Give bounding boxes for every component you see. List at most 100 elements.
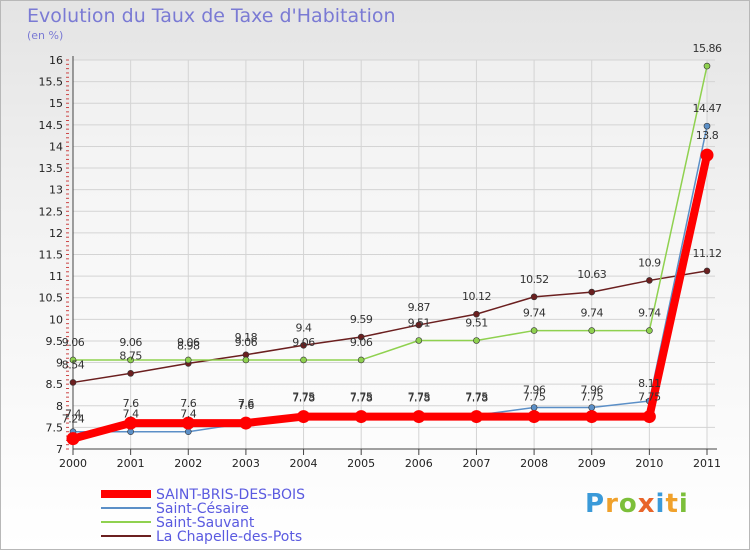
data-point bbox=[469, 410, 483, 424]
data-label: 10.63 bbox=[577, 268, 606, 281]
data-point bbox=[585, 410, 599, 424]
y-tick-label: 11 bbox=[49, 270, 63, 283]
data-label: 9.51 bbox=[465, 317, 488, 330]
data-label: 7.6 bbox=[123, 397, 139, 410]
x-tick-label: 2001 bbox=[117, 457, 145, 470]
data-point bbox=[530, 404, 538, 411]
data-point bbox=[588, 288, 596, 296]
y-tick-label: 8 bbox=[56, 400, 63, 413]
data-label: 7.75 bbox=[350, 391, 373, 404]
data-point bbox=[357, 356, 365, 364]
series-line-2 bbox=[72, 65, 708, 361]
legend-label: Saint-Césaire bbox=[156, 501, 249, 517]
data-label: 9.74 bbox=[580, 307, 603, 320]
data-point bbox=[127, 356, 134, 364]
legend-label: Saint-Sauvant bbox=[156, 515, 255, 531]
data-point bbox=[127, 428, 134, 436]
data-point bbox=[184, 428, 192, 436]
data-label: 7.96 bbox=[523, 384, 546, 397]
x-tick-label: 2006 bbox=[405, 457, 433, 470]
chart-unit-label: (en %) bbox=[27, 29, 64, 42]
x-tick-label: 2000 bbox=[59, 457, 87, 470]
data-point bbox=[588, 404, 596, 411]
y-tick-label: 15 bbox=[49, 97, 63, 110]
y-tick-label: 10.5 bbox=[39, 292, 64, 305]
x-tick-label: 2011 bbox=[693, 457, 721, 470]
data-point bbox=[527, 410, 541, 424]
data-point bbox=[703, 267, 711, 275]
series-line-3 bbox=[72, 270, 708, 384]
y-tick-label: 10 bbox=[49, 313, 63, 326]
y-tick-label: 12.5 bbox=[39, 205, 64, 218]
data-label: 10.12 bbox=[462, 290, 491, 303]
data-point bbox=[588, 327, 596, 334]
y-tick-label: 13 bbox=[49, 184, 63, 197]
y-tick-label: 7.5 bbox=[46, 421, 64, 434]
x-tick-label: 2009 bbox=[578, 457, 606, 470]
data-label: 15.86 bbox=[693, 42, 722, 55]
data-point bbox=[530, 293, 538, 301]
data-label: 9.87 bbox=[408, 301, 431, 314]
data-label: 7.4 bbox=[180, 408, 196, 421]
data-point bbox=[700, 148, 714, 162]
data-label: 8.98 bbox=[177, 339, 200, 352]
data-point bbox=[357, 333, 365, 341]
data-label: 7.75 bbox=[465, 391, 488, 404]
data-point bbox=[300, 341, 307, 349]
data-point bbox=[703, 122, 711, 130]
legend-label: La Chapelle-des-Pots bbox=[156, 529, 302, 545]
data-point bbox=[473, 337, 480, 344]
data-point bbox=[181, 416, 195, 430]
data-label: 9.51 bbox=[408, 317, 431, 330]
data-label: 9.06 bbox=[292, 336, 315, 349]
data-label: 7.75 bbox=[638, 391, 661, 404]
data-label: 7.4 bbox=[65, 408, 81, 421]
data-label: 8.11 bbox=[638, 377, 661, 390]
x-tick-label: 2002 bbox=[174, 457, 202, 470]
y-tick-label: 9 bbox=[56, 357, 63, 370]
y-tick-label: 9.5 bbox=[46, 335, 64, 348]
data-point bbox=[412, 410, 426, 424]
series-line-0 bbox=[69, 151, 711, 443]
data-label: 9.06 bbox=[119, 336, 142, 349]
data-point bbox=[415, 337, 423, 344]
data-label: 11.12 bbox=[693, 247, 722, 260]
x-tick-label: 2004 bbox=[290, 457, 318, 470]
data-label: 7.4 bbox=[123, 408, 139, 421]
data-label: 13.8 bbox=[696, 129, 719, 142]
data-point bbox=[415, 321, 423, 329]
data-label: 7.6 bbox=[180, 397, 196, 410]
data-label: 7.78 bbox=[465, 391, 488, 404]
data-label: 9.74 bbox=[523, 307, 546, 320]
data-point bbox=[703, 62, 711, 70]
data-label: 14.47 bbox=[693, 102, 722, 115]
data-label: 7.24 bbox=[62, 413, 85, 426]
y-tick-label: 15.5 bbox=[39, 76, 64, 89]
data-point bbox=[646, 327, 653, 334]
data-point bbox=[69, 356, 77, 364]
data-point bbox=[642, 410, 656, 424]
data-label: 8.54 bbox=[62, 358, 85, 371]
data-label: 8.75 bbox=[119, 349, 142, 362]
data-label: 9.06 bbox=[350, 336, 373, 349]
data-label: 7.75 bbox=[523, 391, 546, 404]
data-point bbox=[66, 432, 80, 446]
x-tick-label: 2010 bbox=[635, 457, 663, 470]
data-label: 7.6 bbox=[238, 397, 254, 410]
y-tick-label: 13.5 bbox=[39, 162, 64, 175]
x-tick-label: 2007 bbox=[462, 457, 490, 470]
y-tick-label: 8.5 bbox=[46, 378, 64, 391]
data-label: 7.75 bbox=[408, 391, 431, 404]
data-label: 7.78 bbox=[350, 391, 373, 404]
data-label: 9.4 bbox=[296, 321, 312, 334]
data-point bbox=[184, 356, 192, 364]
data-label: 9.06 bbox=[177, 336, 200, 349]
y-tick-label: 7 bbox=[56, 443, 63, 456]
data-point bbox=[242, 356, 250, 364]
x-tick-label: 2008 bbox=[520, 457, 548, 470]
x-tick-label: 2003 bbox=[232, 457, 260, 470]
data-point bbox=[297, 410, 311, 424]
data-point bbox=[646, 277, 653, 284]
